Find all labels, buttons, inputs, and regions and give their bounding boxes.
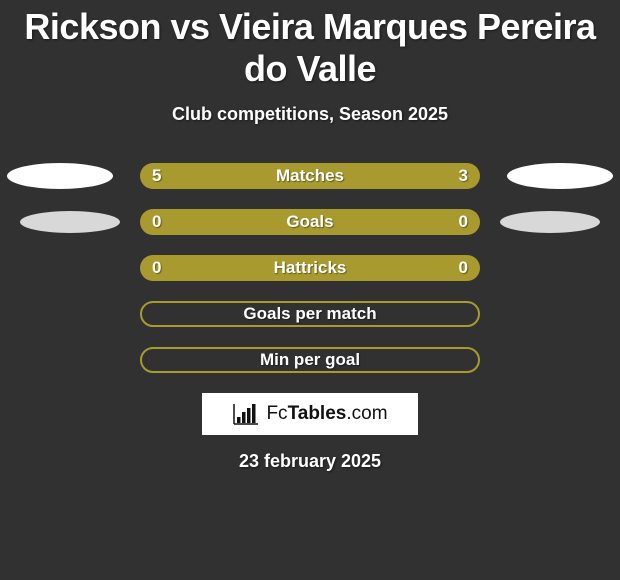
stat-row: 5 Matches 3 (0, 163, 620, 189)
player-right-marker (500, 211, 600, 233)
stat-row: Min per goal (0, 347, 620, 373)
logo-tables: Tables (288, 403, 347, 424)
player-right-marker (507, 163, 613, 189)
stat-value-left: 0 (152, 212, 161, 232)
stat-value-left: 0 (152, 258, 161, 278)
stat-bar: 5 Matches 3 (140, 163, 480, 189)
stat-label: Hattricks (274, 258, 347, 278)
stat-bar: 0 Goals 0 (140, 209, 480, 235)
stat-label: Matches (276, 166, 344, 186)
bar-chart-icon (232, 402, 260, 426)
fctables-logo-text: FcTables.com (266, 403, 387, 425)
logo-fc: Fc (266, 403, 287, 424)
stat-row: 0 Hattricks 0 (0, 255, 620, 281)
fctables-logo: FcTables.com (202, 393, 418, 435)
stat-value-right: 0 (459, 212, 468, 232)
stat-row: 0 Goals 0 (0, 209, 620, 235)
stat-value-right: 0 (459, 258, 468, 278)
logo-com: .com (346, 403, 387, 424)
stat-value-right: 3 (459, 166, 468, 186)
stat-bar: 0 Hattricks 0 (140, 255, 480, 281)
player-left-marker (7, 163, 113, 189)
comparison-rows: 5 Matches 3 0 Goals 0 0 Hattricks 0 Goals per mat… (0, 163, 620, 373)
stat-label: Goals (286, 212, 333, 232)
comparison-date: 23 february 2025 (0, 451, 620, 472)
stat-value-left: 5 (152, 166, 161, 186)
stat-row: Goals per match (0, 301, 620, 327)
stat-bar: Goals per match (140, 301, 480, 327)
stat-label: Goals per match (243, 304, 376, 324)
stat-label: Min per goal (260, 350, 360, 370)
player-left-marker (20, 211, 120, 233)
stat-bar: Min per goal (140, 347, 480, 373)
comparison-title: Rickson vs Vieira Marques Pereira do Val… (0, 0, 620, 90)
comparison-subtitle: Club competitions, Season 2025 (0, 104, 620, 125)
